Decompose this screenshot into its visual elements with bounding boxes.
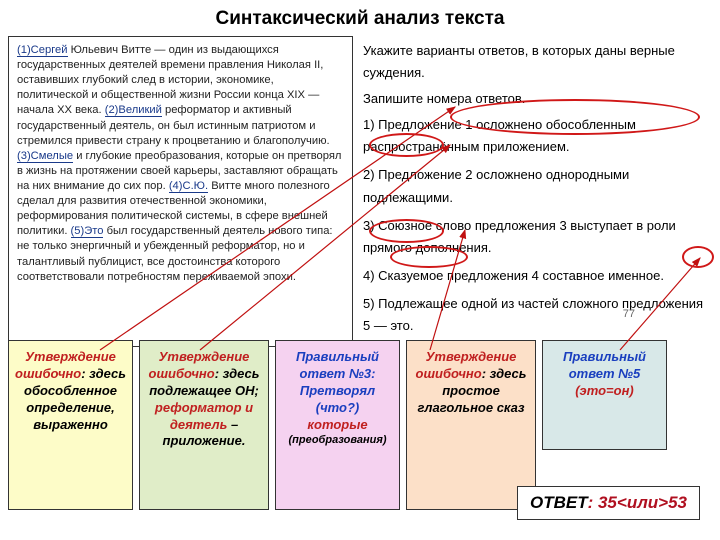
card-4: Утверждение ошибочно: здесь простое глаг… xyxy=(406,340,536,510)
card-2: Утверждение ошибочно: здесь подлежащее О… xyxy=(139,340,269,510)
question-item: 1) Предложение 1 осложнено обособленным … xyxy=(363,114,706,158)
card-3: Правильный ответ №3: Претворял (что?) ко… xyxy=(275,340,400,510)
card-line: Правильный ответ №3: xyxy=(282,349,393,383)
question-item: 2) Предложение 2 осложнено однородными п… xyxy=(363,164,706,208)
cards-row: Утверждение ошибочно: здесь обособленное… xyxy=(8,340,712,510)
card-1: Утверждение ошибочно: здесь обособленное… xyxy=(8,340,133,510)
passage-box: (1)Сергей Юльевич Витте — один из выдающ… xyxy=(8,36,353,347)
question-item: 5) Подлежащее одной из частей сложного п… xyxy=(363,293,706,337)
card-emph: реформатор и деятель xyxy=(155,400,253,432)
answer-value: : 35<или>53 xyxy=(588,493,687,512)
page-title: Синтаксический анализ текста xyxy=(0,0,720,36)
card-5: Правильный ответ №5 (это=он) xyxy=(542,340,667,450)
answer-box: ОТВЕТ: 35<или>53 xyxy=(517,486,700,520)
page-number: 77 xyxy=(623,308,635,320)
answer-label: ОТВЕТ xyxy=(530,493,588,512)
card-line: (это=он) xyxy=(549,383,660,400)
top-row: (1)Сергей Юльевич Витте — один из выдающ… xyxy=(0,36,720,347)
instruction-2: Запишите номера ответов. xyxy=(363,88,706,110)
instruction-1: Укажите варианты ответов, в которых даны… xyxy=(363,40,706,84)
question-list: 1) Предложение 1 осложнено обособленным … xyxy=(363,114,706,337)
card-line: Правильный ответ №5 xyxy=(549,349,660,383)
questions-box: Укажите варианты ответов, в которых даны… xyxy=(357,36,712,347)
card-line: (преобразования) xyxy=(282,433,393,447)
card-line: Претворял (что?) xyxy=(282,383,393,417)
question-item: 4) Сказуемое предложения 4 составное име… xyxy=(363,265,706,287)
card-line: которые xyxy=(282,417,393,434)
question-item: 3) Союзное слово предложения 3 выступает… xyxy=(363,215,706,259)
